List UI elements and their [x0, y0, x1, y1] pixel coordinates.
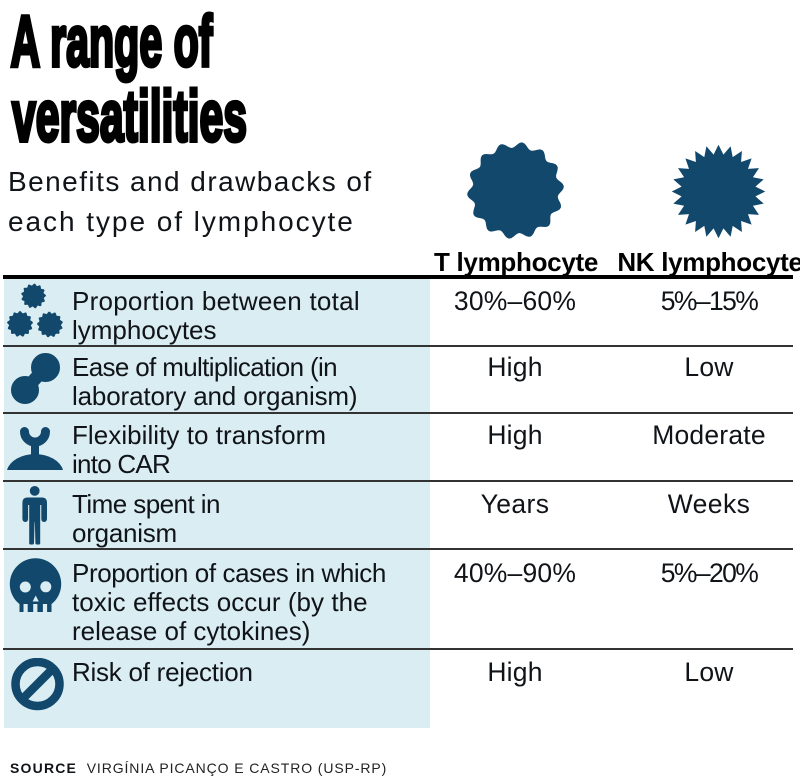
svg-text:versatilities: versatilities — [12, 77, 247, 157]
svg-text:A range of: A range of — [11, 2, 214, 82]
